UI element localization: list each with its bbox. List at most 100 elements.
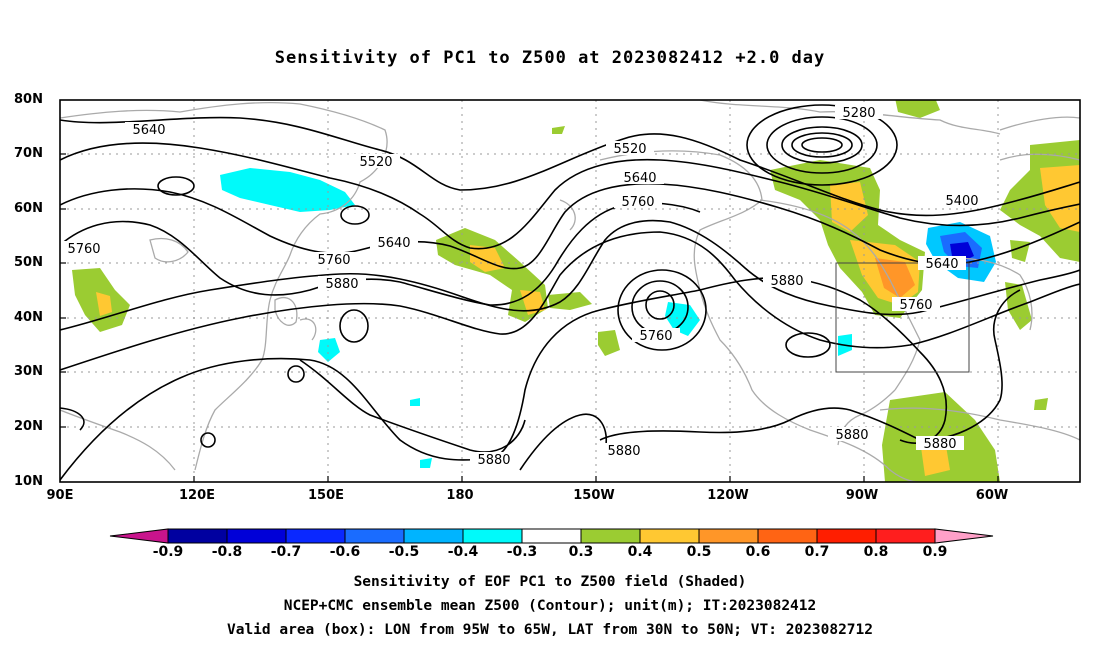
coastline bbox=[274, 297, 298, 326]
contour-closed bbox=[200, 432, 216, 448]
contour-label: 5880 bbox=[923, 437, 956, 452]
lat-label-80n: 80N bbox=[14, 92, 43, 107]
contour-label-item: 5880 bbox=[470, 452, 518, 468]
lat-label-20n: 20N bbox=[14, 419, 43, 434]
contour-label-item: 5760 bbox=[614, 194, 662, 210]
contour-label: 5640 bbox=[623, 171, 656, 186]
colorbar-label: -0.5 bbox=[388, 544, 420, 560]
contour-label-item: 5880 bbox=[828, 427, 876, 443]
contour-label: 5400 bbox=[945, 194, 978, 209]
neg-patch bbox=[410, 398, 420, 406]
contour-closed bbox=[781, 126, 863, 164]
pos-patch bbox=[548, 292, 592, 310]
coastline bbox=[60, 101, 388, 471]
contour-label-item: 5760 bbox=[310, 252, 358, 268]
colorbar-label: 0.3 bbox=[568, 544, 594, 560]
lat-label-60n: 60N bbox=[14, 201, 43, 216]
valid-area-box bbox=[835, 262, 970, 373]
contour-label: 5760 bbox=[317, 253, 350, 268]
colorbar-label: -0.7 bbox=[270, 544, 302, 560]
contour-line bbox=[519, 413, 607, 471]
coastline bbox=[999, 116, 1080, 131]
contour-closed bbox=[617, 269, 707, 351]
lat-label-70n: 70N bbox=[14, 146, 43, 161]
map-frame bbox=[59, 99, 1081, 483]
colorbar-swatch bbox=[344, 528, 405, 544]
lon-label-150w: 150W bbox=[573, 488, 615, 503]
contour-label-item: 5640 bbox=[125, 122, 173, 138]
colorbar-high-arrow bbox=[934, 528, 994, 544]
pos-patch bbox=[598, 330, 620, 356]
pos-patch bbox=[895, 100, 940, 118]
contour-label: 5280 bbox=[842, 106, 875, 121]
lon-label-60w: 60W bbox=[975, 488, 1009, 503]
colorbar-label: -0.3 bbox=[506, 544, 538, 560]
neg-patch bbox=[420, 458, 432, 468]
contour-label-item: 5760 bbox=[632, 328, 680, 344]
contour-closed bbox=[157, 176, 195, 196]
coastline bbox=[879, 407, 1080, 441]
colorbar-label: -0.9 bbox=[152, 544, 184, 560]
contour-label: 5760 bbox=[621, 195, 654, 210]
contour-closed bbox=[785, 332, 831, 358]
colorbar-label: 0.8 bbox=[863, 544, 889, 560]
colorbar-swatch bbox=[521, 528, 582, 544]
colorbar-swatch bbox=[816, 528, 877, 544]
colorbar-label: -0.8 bbox=[211, 544, 243, 560]
contour-label-item: 5880 bbox=[763, 273, 811, 289]
pos-patch bbox=[1040, 165, 1080, 232]
colorbar-swatch bbox=[698, 528, 759, 544]
contour-label-item: 5880 bbox=[916, 436, 964, 452]
coastline bbox=[60, 409, 176, 471]
contour-labels: 5640 5520 5520 5280 5640 5400 5760 5640 … bbox=[67, 105, 979, 468]
contour-line bbox=[299, 359, 526, 453]
coastline bbox=[999, 153, 1080, 161]
contour-line bbox=[60, 202, 701, 306]
contour-label-item: 5640 bbox=[616, 170, 664, 186]
colorbar-swatch bbox=[226, 528, 287, 544]
caption-line-2: NCEP+CMC ensemble mean Z500 (Contour); u… bbox=[283, 598, 817, 614]
colorbar-swatch bbox=[757, 528, 818, 544]
contour-closed bbox=[287, 365, 305, 383]
colorbar-swatch bbox=[639, 528, 700, 544]
contour-line bbox=[60, 407, 85, 431]
contour-label: 5640 bbox=[925, 257, 958, 272]
contour-label-item: 5640 bbox=[918, 256, 966, 272]
lon-label-120w: 120W bbox=[707, 488, 749, 503]
pos-patch bbox=[1034, 398, 1048, 410]
pos-patch bbox=[96, 292, 112, 316]
coastline bbox=[299, 318, 317, 341]
lon-label-120e: 120E bbox=[178, 488, 216, 503]
contour-closed bbox=[340, 205, 370, 225]
z500-contours bbox=[60, 104, 1080, 481]
colorbar-swatch bbox=[462, 528, 523, 544]
contour-label: 5880 bbox=[325, 277, 358, 292]
contour-label: 5880 bbox=[607, 444, 640, 459]
map-title: Sensitivity of PC1 to Z500 at 2023082412… bbox=[274, 48, 826, 68]
contour-line bbox=[60, 276, 947, 481]
colorbar-swatch bbox=[285, 528, 346, 544]
contour-label-item: 5280 bbox=[835, 105, 883, 121]
contour-label-item: 5760 bbox=[892, 297, 940, 313]
colorbar-label: -0.4 bbox=[447, 544, 479, 560]
pos-patch bbox=[830, 182, 868, 232]
colorbar-low-arrow bbox=[109, 528, 169, 544]
contour-line bbox=[60, 219, 1080, 331]
colorbar-label: 0.7 bbox=[804, 544, 830, 560]
contour-line bbox=[599, 289, 1021, 441]
contour-label-item: 5880 bbox=[600, 443, 648, 459]
lat-label-40n: 40N bbox=[14, 310, 43, 325]
contour-label: 5640 bbox=[132, 123, 165, 138]
contour-label: 5520 bbox=[613, 142, 646, 157]
contour-label: 5640 bbox=[377, 236, 410, 251]
contour-label-item: 5520 bbox=[352, 154, 400, 170]
coastline bbox=[759, 199, 921, 391]
colorbar-label: -0.6 bbox=[329, 544, 361, 560]
contour-line bbox=[60, 142, 1080, 250]
colorbar-label: 0.5 bbox=[686, 544, 712, 560]
colorbar bbox=[109, 528, 994, 544]
lat-label-10n: 10N bbox=[14, 474, 43, 489]
neg-patch bbox=[665, 302, 700, 336]
colorbar-label: 0.4 bbox=[627, 544, 653, 560]
contour-closed bbox=[791, 132, 853, 158]
